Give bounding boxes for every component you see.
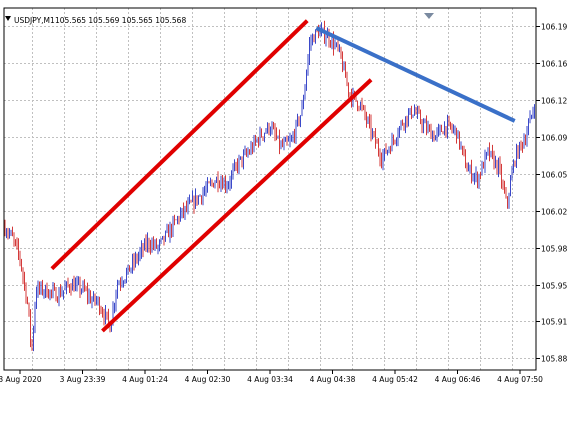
drawn-objects[interactable] xyxy=(50,19,516,333)
chart-frame xyxy=(3,7,537,371)
price-tick-label: 106.195 xyxy=(541,23,567,32)
price-tick-label: 105.950 xyxy=(541,282,567,291)
time-tick-label: 4 Aug 05:42 xyxy=(372,375,418,384)
time-tick-label: 4 Aug 06:46 xyxy=(435,375,481,384)
time-axis: 3 Aug 2020 3 Aug 23:39 4 Aug 01:24 4 Aug 02… xyxy=(0,370,543,384)
triangle-down-icon[interactable] xyxy=(424,13,434,19)
chart-header: USDJPY,M1 105.565 105.569 105.565 105.56… xyxy=(5,13,434,25)
trendline[interactable] xyxy=(315,26,516,123)
symbol-label: USDJPY,M1 xyxy=(14,16,55,25)
chart-grid xyxy=(4,8,536,370)
time-tick-label: 4 Aug 03:34 xyxy=(247,375,293,384)
price-tick-label: 106.125 xyxy=(541,97,567,106)
price-tick-label: 105.915 xyxy=(541,318,567,327)
price-axis: 106.195 106.160 106.125 106.090 106.055 106.0… xyxy=(536,23,567,364)
time-tick-label: 4 Aug 04:38 xyxy=(310,375,356,384)
channel-lower-line[interactable] xyxy=(101,78,373,333)
price-tick-label: 105.985 xyxy=(541,245,567,254)
price-tick-label: 106.160 xyxy=(541,60,567,69)
price-tick-label: 106.055 xyxy=(541,171,567,180)
price-tick-label: 106.020 xyxy=(541,208,567,217)
time-tick-label: 3 Aug 2020 xyxy=(0,375,42,384)
time-tick-label: 3 Aug 23:39 xyxy=(60,375,106,384)
triangle-down-icon[interactable] xyxy=(5,16,11,21)
time-tick-label: 4 Aug 02:30 xyxy=(185,375,231,384)
channel-upper-line[interactable] xyxy=(50,19,309,271)
time-tick-label: 4 Aug 01:24 xyxy=(122,375,168,384)
price-tick-label: 106.090 xyxy=(541,134,567,143)
time-tick-label: 4 Aug 07:50 xyxy=(497,375,543,384)
price-bars xyxy=(4,20,535,352)
ohlc-values: 105.565 105.569 105.565 105.568 xyxy=(55,16,186,25)
price-tick-label: 105.880 xyxy=(541,355,567,364)
